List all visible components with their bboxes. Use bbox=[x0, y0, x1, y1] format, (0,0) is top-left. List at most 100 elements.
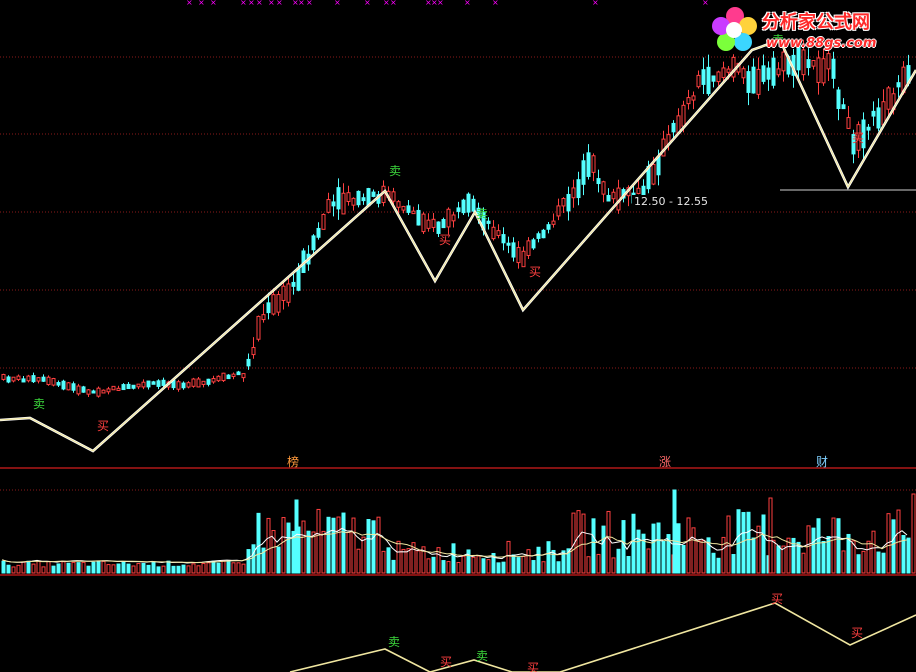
volume-bar bbox=[241, 563, 246, 574]
volume-bar bbox=[691, 527, 696, 574]
candle-body bbox=[696, 74, 701, 88]
candle-body bbox=[796, 44, 801, 71]
candle-body bbox=[246, 358, 251, 367]
candle-body bbox=[121, 384, 126, 391]
volume-bar bbox=[471, 556, 476, 574]
candle-body bbox=[181, 382, 186, 389]
volume-bar bbox=[546, 541, 551, 574]
buy-signal-label: 买 bbox=[439, 233, 451, 247]
volume-bar bbox=[711, 552, 716, 574]
candle-body bbox=[126, 383, 131, 390]
candle-body bbox=[156, 380, 161, 387]
buy-signal-label: 买 bbox=[440, 655, 452, 669]
flower-logo-icon bbox=[712, 7, 757, 51]
volume-bar bbox=[656, 522, 661, 574]
candle-body bbox=[636, 187, 641, 195]
candle-body bbox=[581, 160, 586, 185]
top-mark: × bbox=[702, 0, 709, 7]
volume-bar bbox=[866, 540, 871, 574]
candle-body bbox=[536, 233, 541, 239]
candle-body bbox=[96, 387, 101, 397]
candle-body bbox=[141, 381, 146, 388]
volume-bar bbox=[341, 512, 346, 574]
top-mark: × bbox=[298, 0, 305, 7]
volume-bar bbox=[901, 534, 906, 574]
volume-bar bbox=[891, 519, 896, 574]
signal-labels: 榜涨财卖买卖买卖买卖买卖买 卖买买买 bbox=[33, 33, 864, 672]
volume-bar bbox=[381, 550, 386, 574]
volume-bar bbox=[596, 553, 601, 574]
volume-bar bbox=[411, 542, 416, 574]
volume-bar bbox=[861, 550, 866, 574]
volume-bar bbox=[666, 534, 671, 574]
volume-bar bbox=[171, 565, 176, 574]
candle-body bbox=[326, 199, 331, 213]
candle-body bbox=[561, 198, 566, 207]
volume-bar bbox=[91, 561, 96, 574]
volume-bar bbox=[306, 530, 311, 574]
volume-bar bbox=[226, 560, 231, 574]
candle-body bbox=[236, 371, 241, 376]
volume-bar bbox=[126, 563, 131, 574]
volume-bars bbox=[1, 489, 916, 574]
buy-signal-label: 买 bbox=[527, 661, 539, 672]
volume-bar bbox=[106, 564, 111, 574]
top-mark: × bbox=[276, 0, 283, 7]
volume-bar bbox=[66, 562, 71, 574]
candle-body bbox=[771, 57, 776, 86]
volume-bar bbox=[11, 566, 16, 574]
volume-bar bbox=[386, 547, 391, 574]
top-mark: × bbox=[383, 0, 390, 7]
candle-body bbox=[611, 191, 616, 200]
volume-bar bbox=[1, 560, 6, 574]
candle-body bbox=[161, 379, 166, 386]
candle-body bbox=[351, 197, 356, 206]
volume-bar bbox=[221, 560, 226, 574]
candle-body bbox=[846, 117, 851, 129]
candle-body bbox=[726, 68, 731, 73]
volume-bar bbox=[111, 564, 116, 574]
volume-bar bbox=[631, 513, 636, 574]
zigzag-line bbox=[0, 38, 916, 453]
volume-bar bbox=[556, 561, 561, 574]
candle-body bbox=[521, 250, 526, 268]
sell-signal-label: 卖 bbox=[772, 33, 784, 47]
volume-bar bbox=[801, 552, 806, 574]
sell-signal-label: 卖 bbox=[388, 635, 400, 649]
candle-body bbox=[541, 229, 546, 239]
top-mark: × bbox=[425, 0, 432, 7]
candle-body bbox=[531, 239, 536, 249]
buy-signal-label: 买 bbox=[851, 626, 863, 640]
volume-bar bbox=[576, 510, 581, 574]
candle-body bbox=[586, 152, 591, 177]
candle-body bbox=[51, 378, 56, 386]
candle-body bbox=[461, 199, 466, 214]
candle-body bbox=[866, 126, 871, 131]
volume-bar bbox=[181, 564, 186, 574]
candle-body bbox=[601, 181, 606, 195]
volume-bar bbox=[166, 560, 171, 574]
top-mark: × bbox=[268, 0, 275, 7]
volume-bar bbox=[496, 562, 501, 574]
sell-signal-label: 卖 bbox=[33, 397, 45, 411]
candle-body bbox=[76, 385, 81, 395]
candle-body bbox=[546, 224, 551, 230]
sell-signal-label: 卖 bbox=[476, 649, 488, 663]
candle-body bbox=[176, 381, 181, 390]
volume-bar bbox=[186, 565, 191, 574]
volume-bar bbox=[246, 549, 251, 574]
volume-bar bbox=[836, 518, 841, 574]
price-range-label: 12.50 - 12.55 bbox=[632, 195, 710, 208]
buy-signal-label: 买 bbox=[771, 592, 783, 606]
volume-bar bbox=[611, 557, 616, 574]
volume-bar bbox=[266, 517, 271, 574]
volume-bar bbox=[361, 536, 366, 574]
candle-body bbox=[11, 376, 16, 382]
sell-signal-label: 卖 bbox=[476, 207, 488, 221]
volume-bar bbox=[696, 540, 701, 574]
candle-body bbox=[371, 191, 376, 197]
top-mark: × bbox=[334, 0, 341, 7]
volume-bar bbox=[191, 563, 196, 574]
candle-body bbox=[801, 49, 806, 76]
